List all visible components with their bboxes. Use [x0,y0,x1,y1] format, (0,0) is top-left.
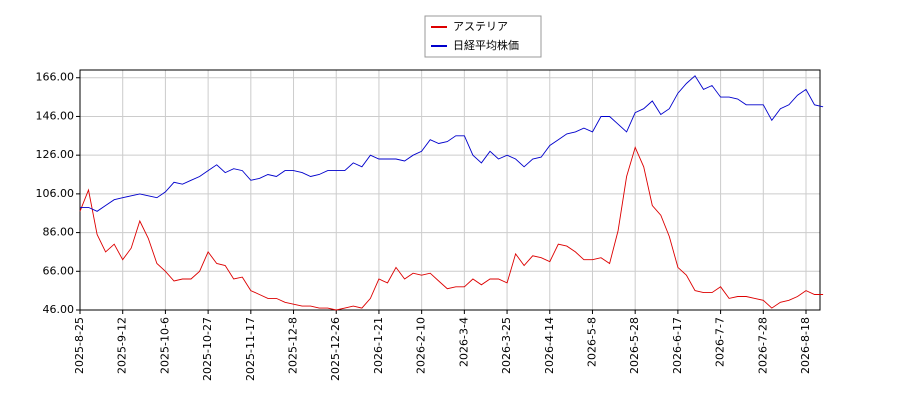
legend-label: 日経平均株価 [453,38,519,52]
x-tick-label: 2026-5-28 [628,317,641,374]
x-tick-label: 2026-7-28 [756,317,769,374]
x-tick-label: 2025-10-6 [158,317,171,374]
x-tick-label: 2026-8-18 [799,317,812,374]
x-tick-label: 2026-6-17 [671,317,684,374]
y-tick-label: 46.00 [43,303,75,316]
x-tick-label: 2025-12-8 [287,317,300,374]
x-tick-label: 2026-1-21 [372,317,385,374]
series-line [80,75,824,212]
legend-label: アステリア [453,20,508,33]
y-tick-label: 66.00 [43,264,75,277]
y-tick-label: 146.00 [36,109,75,122]
x-tick-label: 2026-3-4 [457,317,470,367]
x-tick-label: 2025-9-12 [116,317,129,374]
x-tick-label: 2026-4-14 [543,317,556,374]
x-tick-label: 2025-11-17 [244,317,257,381]
x-tick-label: 2026-7-7 [714,317,727,367]
series-line [79,146,824,311]
x-tick-label: 2025-8-25 [73,317,86,374]
y-tick-label: 166.00 [36,71,75,84]
y-tick-label: 106.00 [36,187,75,200]
y-tick-label: 126.00 [36,148,75,161]
y-tick-label: 86.00 [43,226,75,239]
x-tick-label: 2025-10-27 [201,317,214,381]
x-tick-label: 2026-5-8 [585,317,598,367]
x-tick-label: 2026-2-10 [415,317,428,374]
x-tick-label: 2026-3-25 [500,317,513,374]
legend-box [424,15,542,58]
plot-frame [79,69,821,311]
x-tick-label: 2025-12-26 [329,317,342,381]
